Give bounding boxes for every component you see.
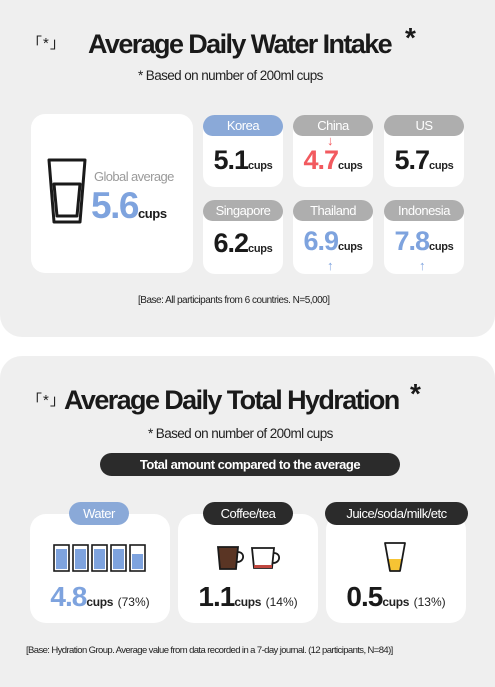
- section-title: Average Daily Water Intake: [88, 29, 393, 59]
- hydration-unit: cups: [382, 595, 410, 609]
- country-tag: China: [293, 115, 373, 136]
- country-unit: cups: [338, 241, 363, 253]
- country-card-us: US 5.7cups: [384, 115, 464, 187]
- country-unit: cups: [429, 241, 454, 253]
- section-title: Average Daily Total Hydration: [64, 385, 400, 415]
- up-arrow-icon: ↑: [419, 258, 426, 273]
- down-arrow-icon: ↓: [327, 133, 334, 148]
- country-number: 6.2: [213, 228, 249, 258]
- country-card-china: China ↓ 4.7cups: [293, 115, 373, 187]
- hydration-card-water: 4.8cups (73%): [30, 514, 170, 623]
- country-unit: cups: [338, 160, 363, 172]
- hydration-number: 1.1: [198, 581, 235, 612]
- country-card-thailand: Thailand 6.9cups ↑: [293, 200, 373, 274]
- country-value: 7.8cups: [384, 226, 464, 257]
- hydration-tag-juice: Juice/soda/milk/etc: [325, 502, 468, 525]
- base-note: [Base: Hydration Group. Average value fr…: [26, 645, 393, 656]
- global-average-number: 5.6: [91, 185, 139, 226]
- hydration-number: 0.5: [346, 581, 383, 612]
- hydration-value: 4.8cups (73%): [30, 581, 170, 613]
- hydration-number: 4.8: [50, 581, 87, 612]
- up-arrow-icon: ↑: [327, 258, 334, 273]
- country-tag: Singapore: [203, 200, 283, 221]
- water-cups-icon: [53, 544, 146, 572]
- country-value: 4.7cups: [293, 145, 373, 176]
- country-unit: cups: [248, 160, 273, 172]
- total-hydration-panel: 「*」 Average Daily Total Hydration * * Ba…: [0, 356, 495, 687]
- section-subtitle: * Based on number of 200ml cups: [148, 426, 333, 441]
- country-tag: US: [384, 115, 464, 136]
- country-tag: Korea: [203, 115, 283, 136]
- country-tag: Thailand: [293, 200, 373, 221]
- global-average-label: Global average: [94, 169, 174, 184]
- hydration-unit: cups: [234, 595, 262, 609]
- section-subtitle: * Based on number of 200ml cups: [138, 68, 323, 83]
- country-card-singapore: Singapore 6.2cups: [203, 200, 283, 274]
- country-number: 6.9: [303, 226, 339, 256]
- tea-cup-icon: [251, 547, 281, 569]
- water-glass-icon: [47, 158, 87, 224]
- juice-glass-icon: [384, 542, 406, 572]
- title-asterisk: *: [405, 22, 416, 53]
- hydration-tag-coffee-tea: Coffee/tea: [203, 502, 293, 525]
- country-number: 7.8: [394, 226, 430, 256]
- global-average-value: 5.6cups: [91, 185, 167, 227]
- base-note: [Base: All participants from 6 countries…: [138, 295, 330, 306]
- country-tag: Indonesia: [384, 200, 464, 221]
- hydration-unit: cups: [86, 595, 114, 609]
- hydration-percent: (13%): [413, 595, 446, 609]
- global-average-unit: cups: [137, 206, 167, 221]
- country-number: 5.7: [394, 145, 430, 175]
- country-unit: cups: [429, 160, 454, 172]
- country-number: 4.7: [303, 145, 339, 175]
- hydration-value: 0.5cups (13%): [326, 581, 466, 613]
- hydration-card-coffee-tea: 1.1cups (14%): [178, 514, 318, 623]
- hydration-tag-water: Water: [69, 502, 129, 525]
- country-value: 5.1cups: [203, 145, 283, 176]
- coffee-cup-icon: [217, 546, 245, 570]
- hydration-percent: (14%): [265, 595, 298, 609]
- country-number: 5.1: [213, 145, 249, 175]
- section-bracket: 「*」: [27, 392, 66, 409]
- country-card-korea: Korea 5.1cups: [203, 115, 283, 187]
- country-value: 6.2cups: [203, 228, 283, 259]
- country-value: 5.7cups: [384, 145, 464, 176]
- country-card-indonesia: Indonesia 7.8cups ↑: [384, 200, 464, 274]
- title-asterisk: *: [410, 378, 421, 409]
- compare-label: Total amount compared to the average: [100, 453, 400, 476]
- hydration-percent: (73%): [117, 595, 150, 609]
- hydration-value: 1.1cups (14%): [178, 581, 318, 613]
- country-value: 6.9cups: [293, 226, 373, 257]
- water-intake-panel: 「*」 Average Daily Water Intake * * Based…: [0, 0, 495, 337]
- hydration-card-juice: 0.5cups (13%): [326, 514, 466, 623]
- global-average-card: Global average 5.6cups: [31, 114, 193, 273]
- country-unit: cups: [248, 243, 273, 255]
- section-bracket: 「*」: [27, 35, 66, 52]
